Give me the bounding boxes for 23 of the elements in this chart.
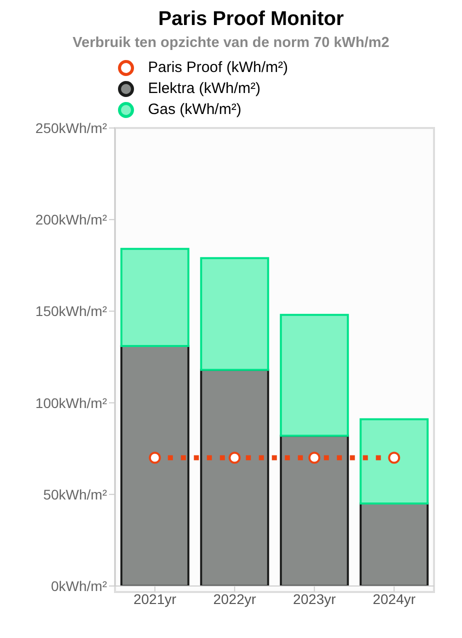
- chart-title: Paris Proof Monitor: [157, 8, 345, 31]
- x-tick-label: 2022yr: [213, 590, 256, 607]
- y-tick-label: 50kWh/m²: [43, 486, 108, 502]
- x-tick-label: 2024yr: [372, 590, 416, 607]
- legend-label: Elektra (kWh/m²): [148, 79, 260, 99]
- y-tick-label: 100kWh/m²: [35, 394, 108, 411]
- bar: [360, 502, 429, 586]
- y-tick-label: 0kWh/m²: [51, 578, 108, 594]
- bar: [200, 368, 270, 586]
- bar: [120, 248, 190, 348]
- legend-label: Gas (kWh/m²): [148, 100, 242, 120]
- bar: [280, 314, 349, 437]
- bar: [360, 418, 429, 505]
- bar: [200, 257, 270, 371]
- chart-subtitle: Verbruik ten opzichte van de norm 70 kWh/m2: [72, 35, 390, 51]
- y-tick-label: 250kWh/m²: [35, 120, 108, 136]
- bar: [120, 345, 190, 586]
- legend-label: Paris Proof (kWh/m²): [148, 58, 288, 78]
- y-tick-label: 200kWh/m²: [35, 212, 108, 228]
- y-tick-label: 150kWh/m²: [35, 303, 108, 320]
- bar: [280, 434, 349, 586]
- x-tick-label: 2021yr: [133, 590, 177, 607]
- x-tick-label: 2023yr: [292, 590, 336, 607]
